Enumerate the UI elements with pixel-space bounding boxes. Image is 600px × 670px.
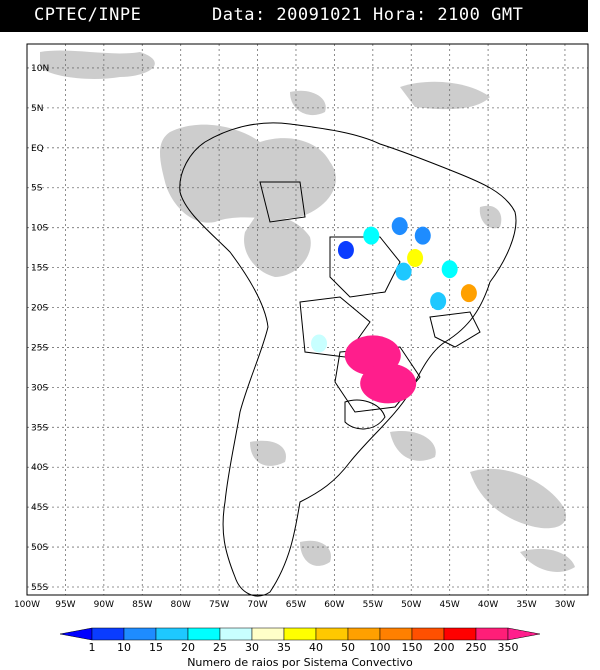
legend-swatch	[315, 627, 349, 641]
lon-tick-label: 65W	[286, 600, 306, 610]
lat-tick-label: 50S	[31, 543, 48, 553]
source-label: CPTEC/INPE	[34, 5, 142, 25]
lon-tick-label: 45W	[439, 600, 459, 610]
convective-system	[430, 292, 447, 311]
convective-system	[360, 363, 417, 404]
lon-tick-label: 80W	[171, 600, 191, 610]
lat-tick-label: EQ	[31, 144, 44, 154]
legend-swatch	[443, 627, 477, 641]
legend-swatch	[507, 627, 541, 641]
convective-system	[441, 260, 458, 279]
axis-labels: 10N 5N EQ 5S 10S 15S 20S 25S 30S 35S 40S 45S 50S 55S 1…	[14, 64, 575, 610]
legend-title: Numero de raios por Sistema Convectivo	[187, 656, 413, 669]
lat-tick-label: 20S	[31, 304, 48, 314]
legend-value: 25	[213, 641, 227, 654]
convective-system	[414, 226, 431, 245]
graticule	[26, 44, 588, 595]
legend-value: 40	[309, 641, 323, 654]
lat-tick-label: 35S	[31, 423, 48, 433]
legend-value: 200	[434, 641, 455, 654]
lon-tick-label: 40W	[478, 600, 498, 610]
lon-tick-label: 75W	[209, 600, 229, 610]
convective-system	[391, 217, 408, 236]
legend-swatch	[123, 627, 157, 641]
legend-swatch	[283, 627, 317, 641]
lat-tick-label: 10S	[31, 224, 48, 234]
legend-value: 350	[498, 641, 519, 654]
convective-system	[311, 334, 328, 353]
legend-value: 35	[277, 641, 291, 654]
lat-tick-label: 5S	[31, 184, 43, 194]
date-time-label: Data: 20091021 Hora: 2100 GMT	[212, 5, 524, 25]
legend-swatch	[155, 627, 189, 641]
lat-tick-label: 15S	[31, 264, 48, 274]
legend-swatch	[187, 627, 221, 641]
legend-swatch	[91, 627, 125, 641]
lat-tick-label: 10N	[31, 64, 49, 74]
legend-value: 50	[341, 641, 355, 654]
lon-tick-label: 100W	[14, 600, 40, 610]
legend-swatch	[475, 627, 509, 641]
lon-tick-label: 60W	[324, 600, 344, 610]
legend-value: 15	[149, 641, 163, 654]
convective-system	[460, 284, 477, 303]
convective-system	[363, 226, 380, 245]
lon-tick-label: 30W	[555, 600, 575, 610]
lon-tick-label: 70W	[247, 600, 267, 610]
legend-swatch	[219, 627, 253, 641]
lat-tick-label: 30S	[31, 383, 48, 393]
lat-tick-label: 5N	[31, 104, 43, 114]
convective-systems	[311, 217, 477, 404]
legend-swatch	[379, 627, 413, 641]
lon-tick-label: 85W	[132, 600, 152, 610]
convective-system	[395, 262, 412, 281]
lat-tick-label: 45S	[31, 503, 48, 513]
lat-tick-label: 25S	[31, 343, 48, 353]
legend-value: 20	[181, 641, 195, 654]
legend-value: 1	[89, 641, 96, 654]
lat-tick-label: 55S	[31, 583, 48, 593]
legend-swatch	[347, 627, 381, 641]
convective-system	[337, 241, 354, 260]
cloud-cover	[40, 50, 575, 572]
lon-tick-label: 50W	[401, 600, 421, 610]
lon-tick-label: 95W	[55, 600, 75, 610]
convective-system	[407, 249, 424, 268]
legend-swatch	[59, 627, 93, 641]
coastlines	[179, 122, 517, 597]
legend-swatch	[251, 627, 285, 641]
lat-tick-label: 40S	[31, 463, 48, 473]
legend-value: 30	[245, 641, 259, 654]
legend-swatch	[411, 627, 445, 641]
map-header: CPTEC/INPE Data: 20091021 Hora: 2100 GMT	[0, 0, 588, 32]
legend-value: 150	[402, 641, 423, 654]
lon-tick-label: 55W	[363, 600, 383, 610]
legend-value: 100	[370, 641, 391, 654]
lon-tick-label: 35W	[516, 600, 536, 610]
legend-value: 250	[466, 641, 487, 654]
legend-value: 10	[117, 641, 131, 654]
lon-tick-label: 90W	[94, 600, 114, 610]
lightning-map: 10N 5N EQ 5S 10S 15S 20S 25S 30S 35S 40S 45S 50S 55S 1…	[14, 43, 589, 610]
color-legend: 1 10 15 20 25 30 35 40 50 100 150 200 250 350 Numero …	[59, 627, 541, 669]
